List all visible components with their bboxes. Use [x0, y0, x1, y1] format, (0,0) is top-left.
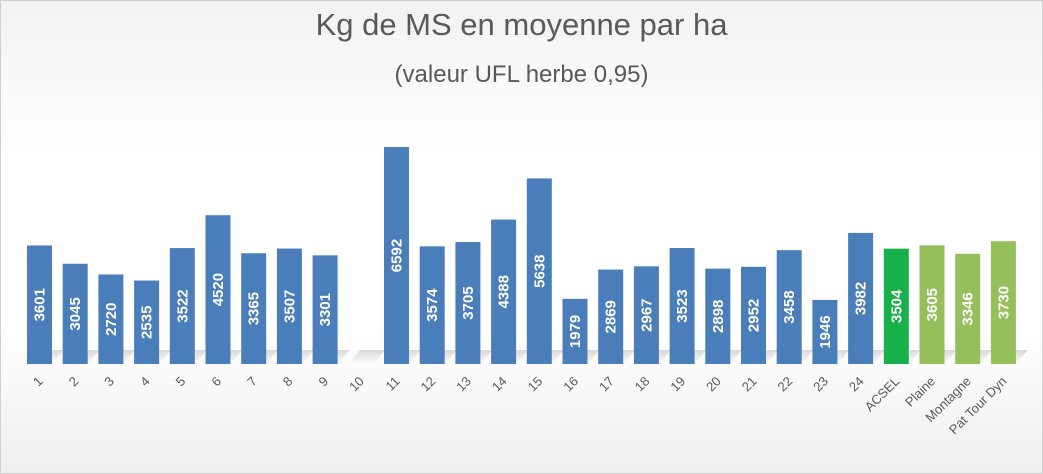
data-label: 3346: [960, 292, 977, 325]
category-label: 15: [525, 374, 546, 395]
category-label: 13: [453, 374, 474, 395]
bar-5: [169, 248, 195, 364]
bar-shadow: [348, 350, 386, 364]
bar-24: [848, 232, 874, 364]
bar-3: [98, 274, 124, 364]
data-label: 5638: [531, 255, 548, 288]
bar-pat-tour-dyn: [990, 241, 1016, 364]
data-label: 3365: [246, 292, 263, 325]
data-label: 4520: [210, 273, 227, 306]
category-label: 24: [846, 374, 867, 395]
data-label: 1946: [817, 315, 834, 348]
bar-20: [705, 268, 731, 364]
bar-6: [205, 215, 231, 364]
data-label: 3730: [995, 286, 1012, 319]
category-label: 3: [101, 374, 117, 390]
data-label: 3982: [853, 282, 870, 315]
category-label: 1: [30, 374, 46, 390]
data-label: 2898: [710, 300, 727, 333]
data-label: 2967: [638, 298, 655, 331]
bar-19: [669, 248, 695, 364]
category-label: 20: [703, 374, 724, 395]
category-label: 23: [810, 374, 831, 395]
category-label: 5: [173, 374, 189, 390]
data-label: 3504: [888, 289, 905, 323]
category-label: 10: [346, 374, 367, 395]
bar-14: [491, 219, 517, 364]
data-label: 2720: [103, 303, 120, 336]
bar-21: [741, 266, 766, 364]
data-label: 3605: [924, 288, 941, 321]
bar-9: [312, 255, 338, 364]
bar-2: [62, 263, 88, 364]
category-label: 16: [560, 374, 581, 395]
data-label: 3523: [674, 289, 691, 322]
chart-title: Kg de MS en moyenne par ha: [315, 7, 728, 42]
category-label: 19: [667, 374, 688, 395]
category-label: 4: [137, 374, 153, 390]
data-label: 3601: [32, 288, 49, 321]
data-label: 4388: [496, 275, 513, 308]
data-label: 3507: [281, 290, 298, 323]
data-label: 3045: [67, 297, 84, 330]
bar-16: [562, 298, 588, 364]
bar-11: [384, 147, 409, 364]
bar-17: [598, 269, 624, 364]
chart-subtitle: (valeur UFL herbe 0,95): [394, 61, 649, 88]
bar-18: [633, 266, 659, 364]
category-label: ACSEL: [862, 374, 903, 415]
bar-1: [27, 245, 52, 364]
bar-13: [455, 242, 481, 364]
data-label: 2535: [139, 306, 156, 339]
category-label: 11: [382, 374, 402, 394]
category-label: 6: [208, 374, 224, 390]
data-label: 1979: [567, 315, 584, 348]
data-label: 3301: [317, 293, 334, 326]
category-label: 21: [739, 374, 760, 395]
data-label: 3458: [781, 290, 798, 323]
bar-plaine: [919, 245, 945, 364]
category-label: 7: [244, 374, 260, 390]
data-label: 3522: [174, 289, 191, 322]
data-label: 3705: [460, 286, 477, 319]
data-label: 2869: [603, 300, 620, 333]
bar-23: [812, 299, 838, 364]
category-label: 18: [632, 374, 653, 395]
category-label: 22: [774, 374, 795, 395]
data-label: 3574: [424, 288, 441, 322]
bar-acsel: [883, 248, 909, 364]
category-label: 17: [596, 374, 617, 395]
category-label: 8: [280, 374, 296, 390]
bar-montagne: [955, 253, 981, 364]
category-label: 12: [417, 374, 438, 395]
category-label: 14: [489, 374, 510, 395]
category-label: 2: [66, 374, 82, 390]
bar-15: [526, 178, 552, 364]
data-label: 2952: [746, 299, 763, 332]
bar-8: [276, 248, 302, 364]
data-label: 6592: [389, 239, 406, 272]
bar-12: [419, 246, 445, 364]
bar-22: [776, 250, 802, 364]
bar-4: [134, 280, 160, 364]
category-label: 9: [315, 374, 331, 390]
bar-7: [241, 253, 267, 364]
